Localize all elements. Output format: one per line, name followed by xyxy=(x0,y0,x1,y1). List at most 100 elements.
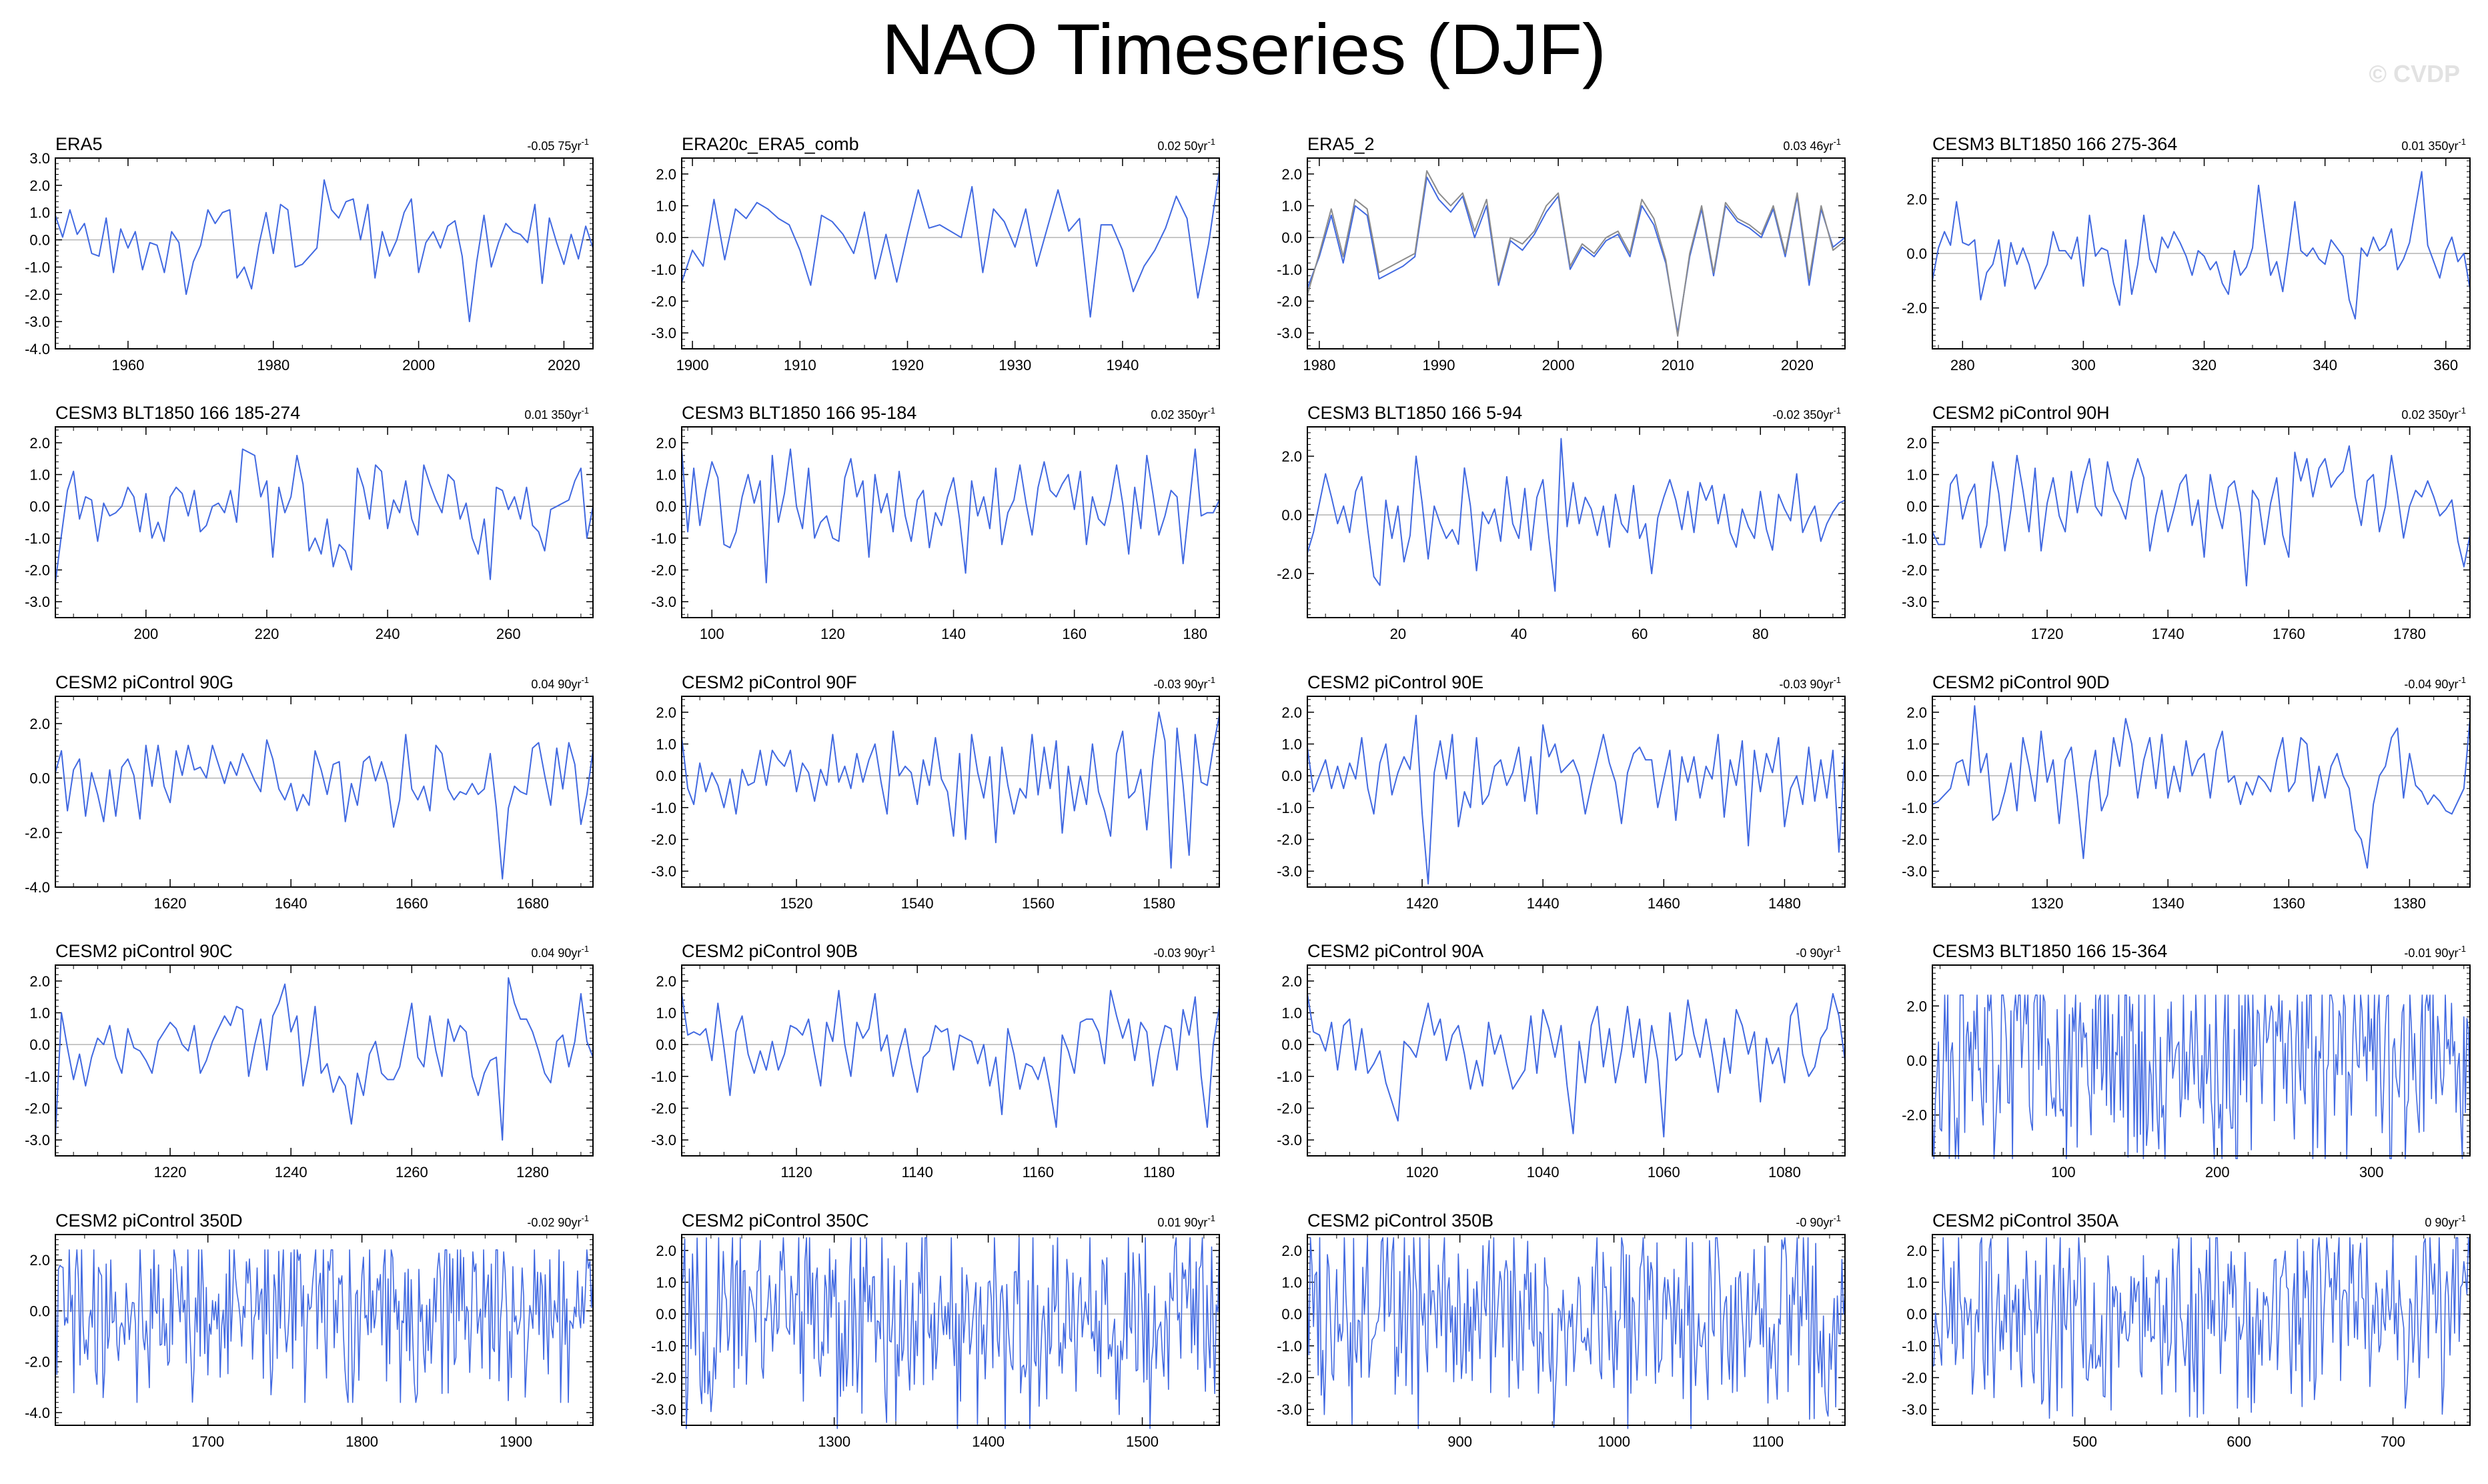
x-tick-label: 1900 xyxy=(676,357,709,374)
y-tick-label: -1.0 xyxy=(1902,1338,1927,1355)
y-tick-label: -2.0 xyxy=(1277,1100,1302,1117)
trend-label: -0.04 90yr-1 xyxy=(2404,675,2466,691)
series-line-1 xyxy=(681,448,1220,584)
y-tick-label: 2.0 xyxy=(1281,448,1302,465)
y-tick-label: 0.0 xyxy=(29,232,50,249)
y-tick-label: 0.0 xyxy=(29,1036,50,1053)
panel-title: CESM2 piControl 90C xyxy=(55,941,233,961)
y-tick-label: 2.0 xyxy=(1906,1243,1927,1259)
panel-15: CESM2 piControl 90A -0 90yr-1 2.0 1.0 0.0 -1.… xyxy=(1277,941,1846,1181)
y-tick-label: 2.0 xyxy=(656,435,676,452)
trend-label: -0.01 90yr-1 xyxy=(2404,944,2466,960)
panel-title: CESM2 piControl 350C xyxy=(682,1211,869,1231)
panel-title: CESM3 BLT1850 166 15-364 xyxy=(1932,941,2167,961)
y-tick-label: -2.0 xyxy=(25,286,50,303)
series-line-1 xyxy=(1307,1237,1846,1429)
panel-title: CESM2 piControl 90E xyxy=(1307,672,1483,692)
y-tick-label: 1.0 xyxy=(656,1005,676,1022)
y-tick-label: -2.0 xyxy=(25,1354,50,1371)
panel-title: CESM2 piControl 90A xyxy=(1307,941,1483,961)
x-tick-label: 2000 xyxy=(402,357,435,374)
panel-title: CESM3 BLT1850 166 275-364 xyxy=(1932,134,2177,154)
y-tick-label: -2.0 xyxy=(25,562,50,579)
x-tick-label: 1280 xyxy=(516,1164,549,1181)
x-tick-label: 1060 xyxy=(1648,1164,1680,1181)
x-tick-label: 1300 xyxy=(818,1433,850,1450)
x-tick-label: 200 xyxy=(2205,1164,2230,1181)
plot-frame xyxy=(681,1234,1220,1426)
plot-frame xyxy=(55,157,594,349)
panel-title: CESM3 BLT1850 166 185-274 xyxy=(55,403,300,423)
series-line-1 xyxy=(681,170,1220,318)
x-tick-label: 140 xyxy=(941,626,966,642)
y-tick-label: 2.0 xyxy=(656,704,676,721)
y-tick-label: 0.0 xyxy=(1281,229,1302,246)
panel-20: CESM2 piControl 350A 0 90yr-1 2.0 1.0 0.0 -1.… xyxy=(1902,1211,2471,1450)
panel-2: ERA20c_ERA5_comb 0.02 50yr-1 2.0 1.0 0.0 -1.0… xyxy=(651,134,1220,374)
y-tick-label: -2.0 xyxy=(1902,562,1927,579)
plot-frame xyxy=(1307,157,1846,349)
x-tick-label: 240 xyxy=(376,626,400,642)
x-tick-label: 1580 xyxy=(1143,895,1175,912)
y-tick-label: 2.0 xyxy=(29,973,50,990)
trend-label: -0.03 90yr-1 xyxy=(1153,944,1215,960)
y-tick-label: 1.0 xyxy=(29,467,50,484)
y-tick-label: 1.0 xyxy=(1906,1275,1927,1291)
panel-4: CESM3 BLT1850 166 275-364 0.01 350yr-1 2.0… xyxy=(1902,134,2471,374)
x-tick-label: 600 xyxy=(2227,1433,2251,1450)
x-tick-label: 200 xyxy=(133,626,158,642)
page-title: NAO Timeseries (DJF) xyxy=(881,9,1607,89)
y-tick-label: -1.0 xyxy=(1277,1338,1302,1355)
x-tick-label: 1740 xyxy=(2152,626,2185,642)
y-tick-label: -2.0 xyxy=(1902,1107,1927,1124)
x-tick-label: 1360 xyxy=(2273,895,2305,912)
trend-label: -0.03 90yr-1 xyxy=(1779,675,1841,691)
x-tick-label: 300 xyxy=(2071,357,2096,374)
panel-title: CESM3 BLT1850 166 5-94 xyxy=(1307,403,1522,423)
x-tick-label: 120 xyxy=(820,626,845,642)
x-tick-label: 1120 xyxy=(780,1164,812,1181)
y-tick-label: -1.0 xyxy=(651,261,676,278)
trend-label: 0 90yr-1 xyxy=(2425,1213,2466,1229)
y-tick-label: 2.0 xyxy=(29,1252,50,1269)
x-tick-label: 1080 xyxy=(1768,1164,1801,1181)
y-tick-label: 0.0 xyxy=(656,498,676,515)
x-tick-label: 1920 xyxy=(891,357,924,374)
y-tick-label: 0.0 xyxy=(1906,498,1927,515)
y-tick-label: -3.0 xyxy=(1902,1401,1927,1418)
x-tick-label: 1380 xyxy=(2393,895,2426,912)
y-tick-label: -3.0 xyxy=(1277,325,1302,341)
y-tick-label: 1.0 xyxy=(1281,198,1302,215)
series-line-1 xyxy=(1932,445,2471,587)
plot-frame xyxy=(681,157,1220,349)
y-tick-label: -4.0 xyxy=(25,879,50,896)
y-tick-label: 1.0 xyxy=(1281,1275,1302,1291)
panel-title: ERA5 xyxy=(55,134,103,154)
plot-frame xyxy=(681,696,1220,888)
series-line-1 xyxy=(1932,171,2471,320)
trend-label: 0.02 50yr-1 xyxy=(1157,137,1215,153)
x-tick-label: 1930 xyxy=(999,357,1031,374)
series-line-1 xyxy=(55,448,594,583)
y-tick-label: -2.0 xyxy=(1277,293,1302,310)
x-tick-label: 1560 xyxy=(1022,895,1055,912)
y-tick-label: 2.0 xyxy=(1281,973,1302,990)
x-tick-label: 1620 xyxy=(154,895,187,912)
x-tick-label: 160 xyxy=(1062,626,1087,642)
x-tick-label: 1800 xyxy=(346,1433,378,1450)
x-tick-label: 60 xyxy=(1632,626,1648,642)
panel-title: CESM2 piControl 90D xyxy=(1932,672,2110,692)
y-tick-label: 2.0 xyxy=(1281,1243,1302,1259)
series-line-1 xyxy=(1307,714,1846,885)
x-tick-label: 20 xyxy=(1390,626,1406,642)
y-tick-label: -1.0 xyxy=(1277,261,1302,278)
y-tick-label: 2.0 xyxy=(1906,998,1927,1014)
plot-frame xyxy=(1932,426,2471,618)
series-line-1 xyxy=(55,734,594,880)
panel-title: CESM2 piControl 350A xyxy=(1932,1211,2118,1231)
x-tick-label: 100 xyxy=(700,626,724,642)
plot-frame xyxy=(1307,964,1846,1157)
panel-title: ERA5_2 xyxy=(1307,134,1375,154)
y-tick-label: 1.0 xyxy=(29,205,50,221)
